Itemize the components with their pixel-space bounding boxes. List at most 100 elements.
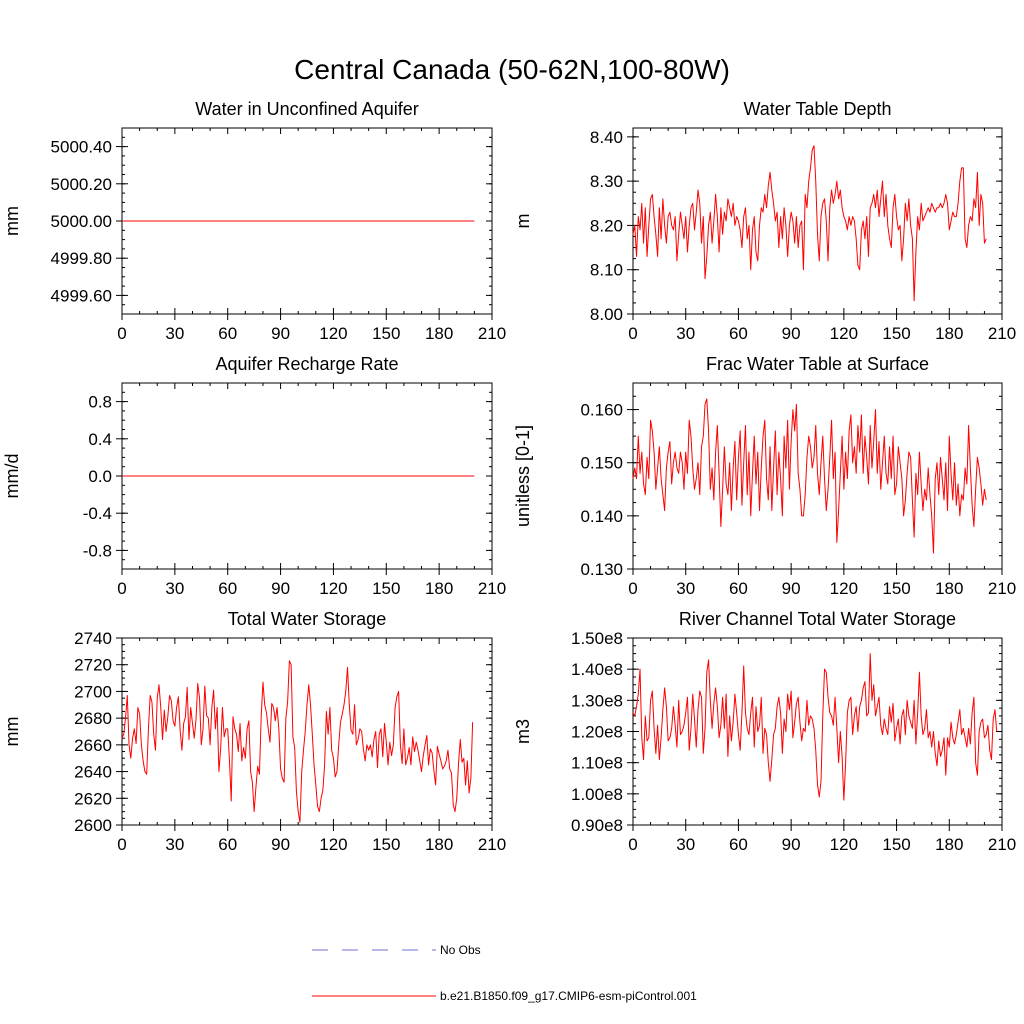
y-tick-label: 2680 — [74, 709, 112, 728]
x-tick-label: 150 — [372, 324, 400, 343]
x-tick-label: 30 — [165, 579, 184, 598]
panel-frac-water-table-at-surface: Frac Water Table at Surface 0 30 60 90 120 150… — [513, 354, 1016, 598]
x-tick-label: 0 — [117, 324, 126, 343]
x-tick-label: 150 — [882, 324, 910, 343]
panel-river-channel-total-water-storage: River Channel Total Water Storage 0 30 60 90… — [513, 609, 1016, 854]
x-tick-label: 30 — [676, 835, 695, 854]
y-tick-label: 2740 — [74, 629, 112, 648]
x-tick-label: 60 — [729, 579, 748, 598]
panel-title: Water Table Depth — [743, 99, 891, 119]
x-tick-label: 60 — [218, 579, 237, 598]
y-tick-label: 0.150 — [580, 454, 623, 473]
y-tick-label: 2600 — [74, 816, 112, 835]
panel-total-water-storage: Total Water Storage 0 30 60 90 120 150 180 210 26… — [2, 609, 506, 854]
x-tick-label: 60 — [729, 835, 748, 854]
x-tick-label: 0 — [117, 835, 126, 854]
x-tick-label: 90 — [782, 835, 801, 854]
figure-title: Central Canada (50-62N,100-80W) — [294, 54, 730, 85]
y-axis-label: m — [513, 214, 533, 229]
y-tick-label: 8.00 — [590, 305, 623, 324]
y-tick-label: 5000.20 — [51, 175, 112, 194]
x-tick-label: 90 — [271, 579, 290, 598]
legend: No Obs b.e21.B1850.f09_g17.CMIP6-esm-piC… — [312, 943, 697, 1003]
y-tick-label: 4999.60 — [51, 286, 112, 305]
x-tick-label: 90 — [271, 324, 290, 343]
x-tick-label: 180 — [425, 835, 453, 854]
x-tick-label: 210 — [478, 579, 506, 598]
y-tick-label: 5000.40 — [51, 138, 112, 157]
x-tick-label: 0 — [628, 835, 637, 854]
y-tick-label: 0.4 — [88, 430, 112, 449]
y-axis-label: unitless [0-1] — [513, 425, 533, 527]
y-tick-label: 2620 — [74, 789, 112, 808]
panel-title: Aquifer Recharge Rate — [215, 354, 398, 374]
y-tick-label: 8.10 — [590, 261, 623, 280]
series-line-river-channel-total-water-storage — [632, 653, 998, 801]
y-tick-label: 4999.80 — [51, 249, 112, 268]
panel-title: Water in Unconfined Aquifer — [195, 99, 418, 119]
x-tick-label: 90 — [782, 579, 801, 598]
y-tick-label: 2700 — [74, 682, 112, 701]
x-tick-label: 180 — [935, 579, 963, 598]
x-tick-label: 210 — [988, 324, 1016, 343]
panel-aquifer-recharge-rate: Aquifer Recharge Rate 0 30 60 90 120 150 180 210… — [2, 354, 506, 598]
y-tick-label: 0.0 — [88, 467, 112, 486]
x-tick-label: 150 — [882, 579, 910, 598]
panel-title: Frac Water Table at Surface — [706, 354, 929, 374]
x-tick-label: 60 — [218, 324, 237, 343]
y-tick-label: 8.20 — [590, 216, 623, 235]
y-tick-label: 1.00e8 — [571, 785, 623, 804]
x-tick-label: 60 — [729, 324, 748, 343]
x-tick-label: 30 — [165, 324, 184, 343]
panel-water-in-unconfined-aquifer: Water in Unconfined Aquifer 0 30 60 90 120 150… — [2, 99, 506, 343]
y-tick-label: 1.40e8 — [571, 660, 623, 679]
panels: Water in Unconfined Aquifer 0 30 60 90 120 150… — [2, 99, 1016, 854]
legend-label-no-obs: No Obs — [440, 943, 481, 957]
y-tick-label: 2660 — [74, 736, 112, 755]
x-tick-label: 210 — [478, 324, 506, 343]
y-tick-label: 0.160 — [580, 401, 623, 420]
y-axis-label: mm/d — [2, 454, 22, 499]
x-tick-label: 180 — [935, 324, 963, 343]
x-tick-label: 60 — [218, 835, 237, 854]
y-tick-label: 1.30e8 — [571, 691, 623, 710]
x-tick-label: 120 — [830, 579, 858, 598]
plot-frame — [121, 637, 493, 826]
x-tick-label: 90 — [782, 324, 801, 343]
x-tick-label: 0 — [628, 324, 637, 343]
y-tick-label: 2720 — [74, 656, 112, 675]
x-tick-label: 30 — [165, 835, 184, 854]
y-tick-label: 0.140 — [580, 507, 623, 526]
y-tick-label: 1.20e8 — [571, 723, 623, 742]
series-line-total-water-storage — [121, 660, 474, 823]
legend-label-model: b.e21.B1850.f09_g17.CMIP6-esm-piControl.… — [440, 989, 697, 1003]
x-tick-label: 30 — [676, 579, 695, 598]
y-tick-label: 0.90e8 — [571, 816, 623, 835]
x-tick-label: 120 — [319, 835, 347, 854]
series-line-frac-water-table-at-surface — [632, 398, 987, 554]
y-tick-label: 0.130 — [580, 560, 623, 579]
x-tick-label: 120 — [830, 835, 858, 854]
y-tick-label: 0.8 — [88, 393, 112, 412]
y-tick-label: -0.4 — [83, 504, 112, 523]
x-tick-label: 180 — [425, 579, 453, 598]
series-line-water-table-depth — [632, 145, 987, 302]
x-tick-label: 210 — [478, 835, 506, 854]
panel-title: Total Water Storage — [228, 609, 386, 629]
y-tick-label: 8.40 — [590, 128, 623, 147]
y-axis-label: mm — [2, 206, 22, 236]
panel-title: River Channel Total Water Storage — [679, 609, 956, 629]
x-tick-label: 30 — [676, 324, 695, 343]
x-tick-label: 180 — [425, 324, 453, 343]
x-tick-label: 210 — [988, 835, 1016, 854]
y-tick-label: 1.10e8 — [571, 754, 623, 773]
x-tick-label: 150 — [372, 835, 400, 854]
y-tick-label: 8.30 — [590, 172, 623, 191]
x-tick-label: 150 — [882, 835, 910, 854]
panel-water-table-depth: Water Table Depth 0 30 60 90 120 150 180 210 8.00… — [513, 99, 1016, 343]
x-tick-label: 90 — [271, 835, 290, 854]
x-tick-label: 120 — [830, 324, 858, 343]
y-axis-label: mm — [2, 717, 22, 747]
x-tick-label: 0 — [117, 579, 126, 598]
